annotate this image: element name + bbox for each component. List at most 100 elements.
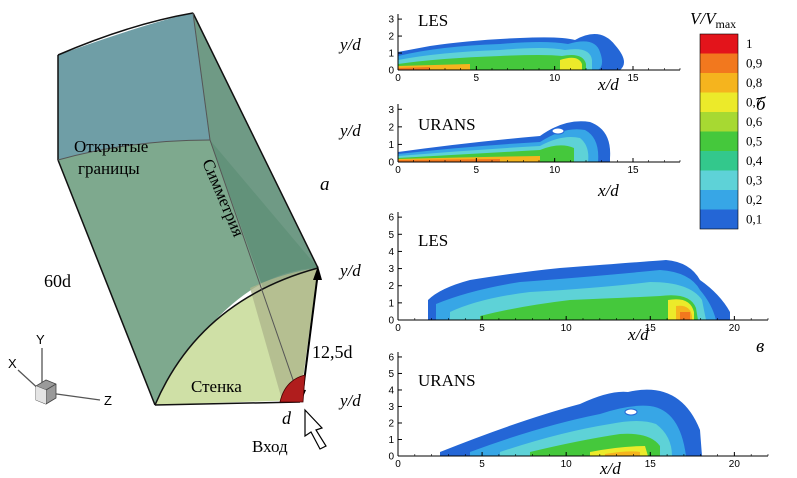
legend-swatch xyxy=(700,190,738,210)
vortex-core xyxy=(551,127,565,135)
open-boundary-top-face xyxy=(58,13,210,160)
legend-title-sub: max xyxy=(716,17,737,31)
legend-swatch xyxy=(700,73,738,93)
legend-title: V/Vmax xyxy=(690,9,736,31)
x-tick-label: 10 xyxy=(549,165,561,176)
x-tick-label: 15 xyxy=(627,73,639,84)
panel-label-a: a xyxy=(320,174,330,195)
legend-level: 0,9 xyxy=(746,55,762,70)
edge-bottom-line xyxy=(154,401,301,406)
y-tick-label: 3 xyxy=(388,402,394,413)
y-tick-label: 0 xyxy=(388,316,394,327)
y-tick-label: 6 xyxy=(388,352,394,363)
x-tick-label: 0 xyxy=(395,323,401,334)
edge-top-right xyxy=(192,12,319,269)
y-tick-label: 5 xyxy=(388,230,394,241)
legend-swatch xyxy=(700,53,738,73)
label-diameter: d xyxy=(282,408,292,428)
contour-0.9 xyxy=(398,67,430,70)
x-tick-label: 5 xyxy=(479,323,485,334)
inlet-arrow-icon xyxy=(304,408,327,450)
hidden-edge-1 xyxy=(57,139,211,161)
plot-les-v xyxy=(428,260,730,320)
y-tick-label: 3 xyxy=(388,264,394,275)
x-tick-label: 0 xyxy=(395,459,401,470)
plot4-label: URANS xyxy=(418,371,476,390)
plot-urans-b xyxy=(398,121,611,162)
label-open-bounds-2: границы xyxy=(78,159,140,178)
legend-swatch xyxy=(700,112,738,132)
legend: V/Vmax 1 0,9 0,8 0,7 0,6 0,5 0,4 0,3 0,2 0,1 xyxy=(690,9,763,230)
plot2-xlabel: x/d xyxy=(597,181,619,200)
y-tick-label: 1 xyxy=(388,435,394,446)
legend-swatch xyxy=(700,151,738,171)
domain-geometry xyxy=(57,12,327,450)
y-tick-label: 0 xyxy=(388,66,394,77)
axis-triad: Y X Z xyxy=(8,332,112,408)
legend-level: 0,8 xyxy=(746,75,762,90)
y-tick-label: 2 xyxy=(388,281,394,292)
y-tick-label: 0 xyxy=(388,158,394,169)
axis-x-label: X xyxy=(8,356,17,371)
x-tick-label: 5 xyxy=(474,73,480,84)
x-tick-label: 0 xyxy=(395,73,401,84)
x-tick-label: 0 xyxy=(395,165,401,176)
x-tick-label: 15 xyxy=(645,459,657,470)
plot3-xlabel: x/d xyxy=(627,325,649,344)
hidden-edge-3 xyxy=(192,12,211,141)
radius-arrow-head-top xyxy=(313,266,322,280)
panel-label-b: б xyxy=(756,94,767,115)
plot2-ylabel: y/d xyxy=(338,121,361,140)
y-tick-label: 1 xyxy=(388,49,394,60)
y-tick-label: 5 xyxy=(388,369,394,380)
legend-swatch xyxy=(700,170,738,190)
label-length: 60d xyxy=(44,271,71,291)
legend-level: 0,1 xyxy=(746,211,762,226)
legend-swatch xyxy=(700,92,738,112)
contour-0.5 xyxy=(480,295,698,320)
inlet-patch xyxy=(279,374,306,403)
legend-title-main: V/V xyxy=(690,9,718,28)
y-tick-label: 4 xyxy=(388,385,394,396)
legend-frame xyxy=(699,33,739,230)
x-tick-label: 10 xyxy=(561,459,573,470)
plot2-label: URANS xyxy=(418,115,476,134)
panel-label-v: в xyxy=(756,336,764,357)
legend-level: 0,7 xyxy=(746,94,763,109)
label-open-bounds-1: Открытые xyxy=(74,137,148,156)
legend-swatch xyxy=(700,34,738,54)
contour-0.9 xyxy=(398,159,500,162)
x-tick-label: 15 xyxy=(627,165,639,176)
legend-items: 1 0,9 0,8 0,7 0,6 0,5 0,4 0,3 0,2 0,1 xyxy=(699,33,763,230)
plot3-ylabel: y/d xyxy=(338,261,361,280)
label-radius: 12,5d xyxy=(312,342,353,362)
edge-bottom-left xyxy=(57,159,156,406)
axis-y-label: Y xyxy=(36,332,45,347)
x-tick-label: 10 xyxy=(561,323,573,334)
legend-swatch xyxy=(700,209,738,229)
y-tick-label: 2 xyxy=(388,32,394,43)
y-tick-label: 0 xyxy=(388,452,394,463)
x-tick-label: 5 xyxy=(474,165,480,176)
contour-0.6 xyxy=(560,57,582,70)
plot4-ylabel: y/d xyxy=(338,391,361,410)
legend-level: 0,3 xyxy=(746,172,762,187)
plot1-xlabel: x/d xyxy=(597,75,619,94)
label-wall: Стенка xyxy=(191,377,242,396)
edge-top-arc xyxy=(57,12,194,56)
y-tick-label: 2 xyxy=(388,418,394,429)
axis-z-label: Z xyxy=(104,393,112,408)
plot-urans-v xyxy=(440,389,702,456)
edge-bottom-arc xyxy=(154,267,319,406)
legend-level: 0,6 xyxy=(746,114,763,129)
plot1-ylabel: y/d xyxy=(338,35,361,54)
plot4-xlabel: x/d xyxy=(599,459,621,478)
y-tick-label: 4 xyxy=(388,247,394,258)
y-tick-label: 3 xyxy=(388,105,394,116)
legend-swatch xyxy=(700,131,738,151)
wall-face-right xyxy=(250,268,318,400)
x-tick-label: 10 xyxy=(549,73,561,84)
